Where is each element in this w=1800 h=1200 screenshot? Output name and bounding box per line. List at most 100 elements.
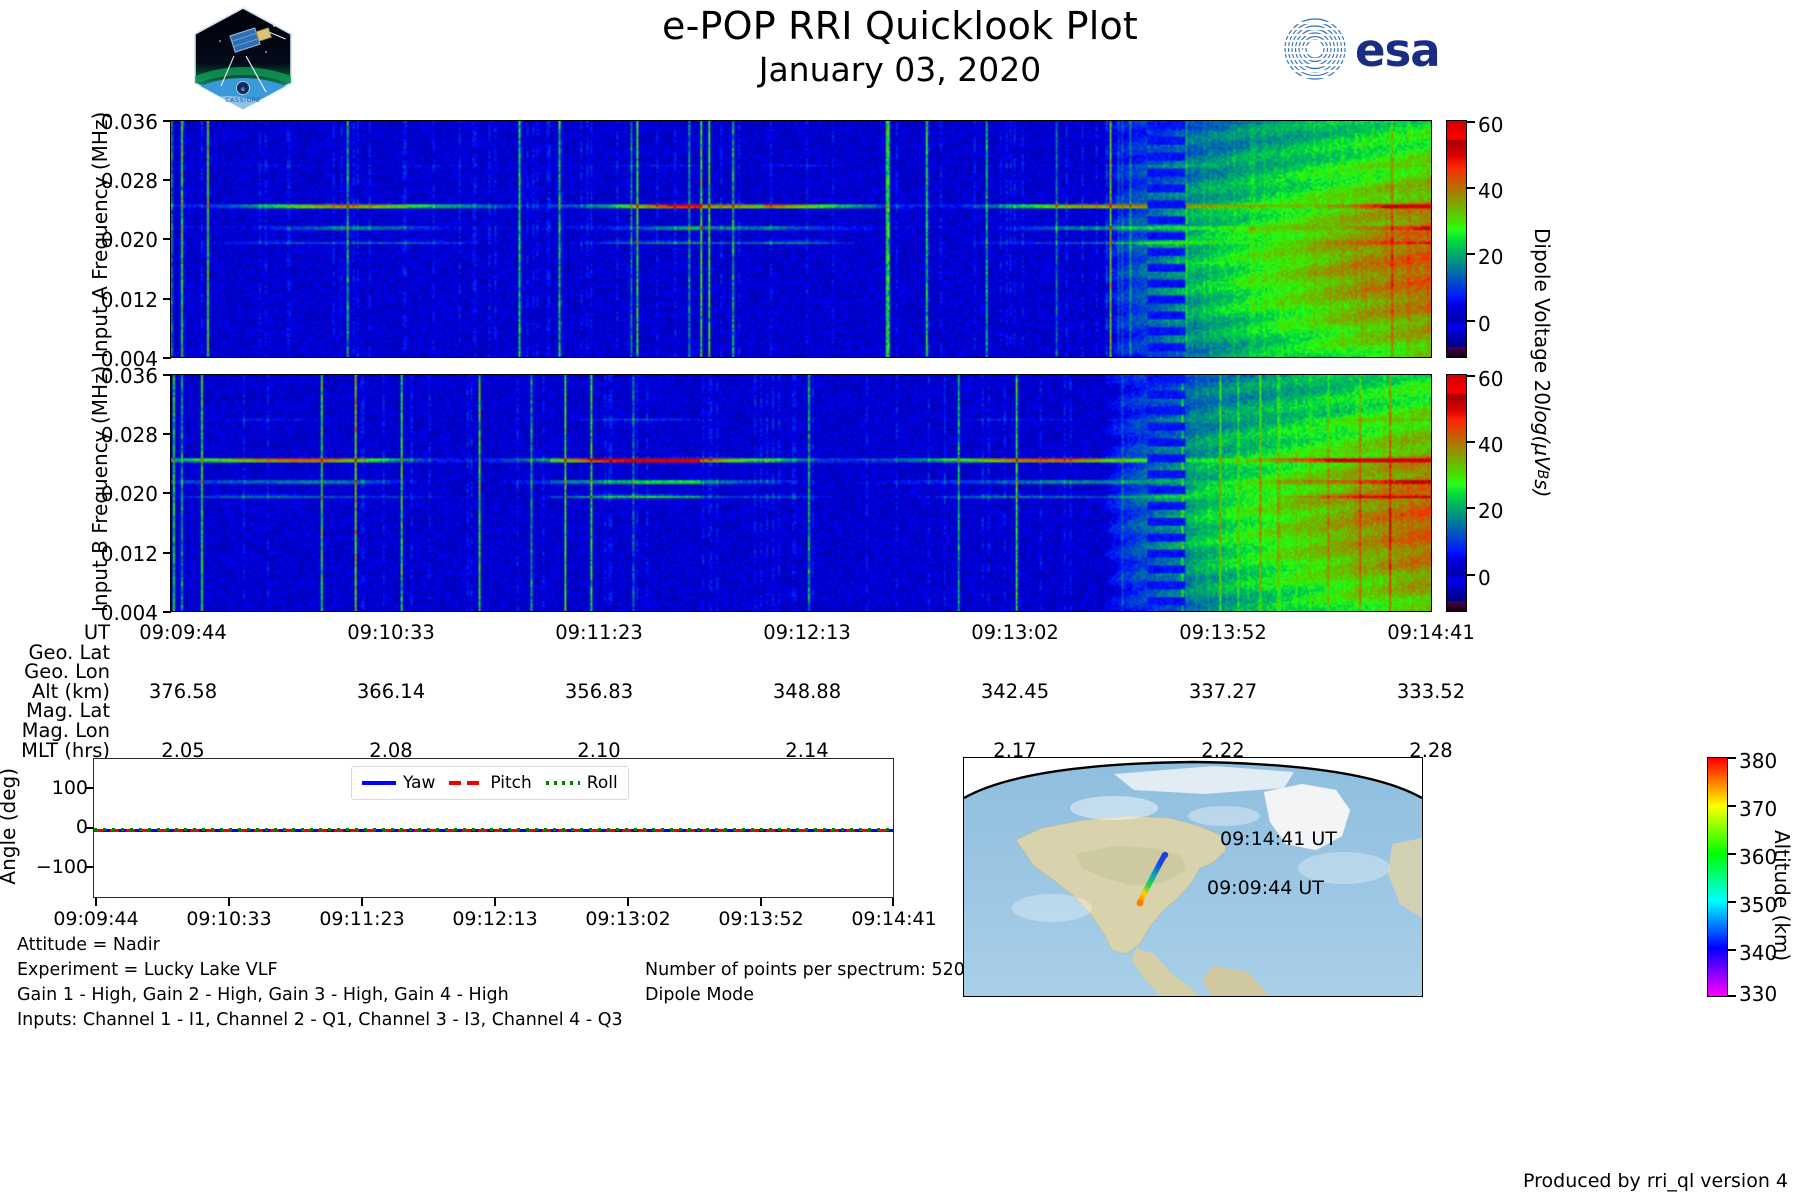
footer-gain: Gain 1 - High, Gain 2 - High, Gain 3 - H… [17, 985, 509, 1005]
spectrogram-b-canvas [171, 375, 1431, 611]
colorbar-b-canvas [1447, 375, 1466, 611]
row-label-ut: UT [83, 621, 110, 644]
esa-logo-text: esa [1355, 24, 1440, 77]
page-title: e-POP RRI Quicklook Plot [661, 4, 1138, 48]
cell-ut-2: 09:11:23 [555, 621, 643, 644]
legend-item-pitch: Pitch [449, 773, 532, 793]
attitude-ytick-1: 0 [75, 816, 88, 838]
footer-inputs: Inputs: Channel 1 - I1, Channel 2 - Q1, … [17, 1010, 623, 1030]
cell-mlt-1: 2.08 [369, 738, 413, 762]
table-row: Geo. Lat [0, 640, 1800, 664]
table-row: UT 09:09:44 09:10:33 09:11:23 09:12:13 0… [0, 621, 1800, 644]
colorbar-a-tick-0: 60 [1478, 113, 1504, 137]
colorbar-b-tick-0: 60 [1478, 367, 1504, 391]
colorbar-a-tick-2: 20 [1478, 245, 1504, 269]
page-subtitle-date: January 03, 2020 [758, 50, 1042, 89]
cell-ut-4: 09:13:02 [971, 621, 1059, 644]
cell-alt-1: 366.14 [356, 679, 426, 703]
attitude-traces [94, 828, 893, 832]
colorbar-b-tick-2: 20 [1478, 499, 1504, 523]
row-label-alt: Alt (km) [31, 679, 110, 703]
panel-a-ytick-4: 0.004 [100, 347, 158, 371]
panel-b-ytick-0: 0.036 [100, 364, 158, 388]
table-row: Geo. Lon [0, 660, 1800, 684]
cell-mlt-0: 2.05 [161, 738, 205, 762]
row-label-mag-lat: Mag. Lat [25, 699, 110, 723]
cell-alt-4: 342.45 [980, 679, 1050, 703]
cell-mlt-4: 2.17 [993, 738, 1037, 762]
spectrogram-a-canvas [171, 121, 1431, 357]
legend-label-yaw: Yaw [403, 773, 436, 793]
table-row: Mag. Lat [0, 699, 1800, 723]
panel-b-ytick-2: 0.020 [100, 482, 158, 506]
footer-mode: Dipole Mode [645, 985, 755, 1005]
attitude-ytick-2: −100 [35, 856, 88, 878]
cassiope-logo: e CASSIOPE [188, 6, 298, 111]
attitude-legend: Yaw Pitch Roll [351, 766, 629, 800]
cell-ut-1: 09:10:33 [347, 621, 435, 644]
footer-experiment: Experiment = Lucky Lake VLF [17, 960, 278, 980]
attitude-xtick-4: 09:13:02 [585, 908, 671, 930]
panel-b-ytick-3: 0.012 [100, 542, 158, 566]
cell-mlt-6: 2.28 [1409, 738, 1453, 762]
cell-ut-6: 09:14:41 [1387, 621, 1475, 644]
cell-ut-0: 09:09:44 [139, 621, 227, 644]
cell-alt-6: 333.52 [1396, 679, 1466, 703]
panel-a-ytick-3: 0.012 [100, 288, 158, 312]
footer-attitude: Attitude = Nadir [17, 935, 160, 955]
colorbar-alt-tick-0: 380 [1739, 749, 1778, 773]
colorbar-a-canvas [1447, 121, 1466, 357]
panel-a-ytick-2: 0.020 [100, 228, 158, 252]
cell-mlt-3: 2.14 [785, 738, 829, 762]
colorbar-alt-tick-1: 370 [1739, 797, 1778, 821]
cell-ut-5: 09:13:52 [1179, 621, 1267, 644]
footer-points: Number of points per spectrum: 5208 [645, 960, 977, 980]
esa-logo: esa [1279, 14, 1475, 84]
colorbar-b-tick-1: 40 [1478, 433, 1504, 457]
table-row: Mag. Lon [0, 718, 1800, 742]
legend-swatch-yaw [362, 781, 396, 785]
legend-label-roll: Roll [586, 773, 618, 793]
panel-b-ytick-1: 0.028 [100, 423, 158, 447]
row-label-mag-lon: Mag. Lon [21, 718, 110, 742]
attitude-xtick-2: 09:11:23 [319, 908, 405, 930]
colorbar-alt-tick-2: 360 [1739, 845, 1778, 869]
colorbar-a-tick-3: 0 [1478, 312, 1491, 336]
spectrogram-input-b [170, 374, 1432, 612]
cassiope-logo-caption: CASSIOPE [225, 97, 261, 104]
cell-mlt-5: 2.22 [1201, 738, 1245, 762]
colorbar-altitude-canvas [1708, 758, 1727, 996]
cell-alt-2: 356.83 [564, 679, 634, 703]
cell-alt-0: 376.58 [148, 679, 218, 703]
colorbar-altitude-label: Altitude (km) [1770, 830, 1794, 962]
spectrogram-input-a [170, 120, 1432, 358]
map-start-time-label: 09:09:44 UT [1207, 877, 1324, 899]
colorbar-spectrogram-a [1446, 120, 1467, 358]
cell-mlt-2: 2.10 [577, 738, 621, 762]
colorbar-a-tick-1: 40 [1478, 179, 1504, 203]
colorbar-alt-tick-3: 350 [1739, 893, 1778, 917]
colorbar-spectrogram-label: Dipole Voltage 20log(µVBs) [1530, 228, 1554, 498]
attitude-xtick-3: 09:12:13 [452, 908, 538, 930]
row-label-mlt: MLT (hrs) [21, 738, 110, 762]
ephemeris-table: UT 09:09:44 09:10:33 09:11:23 09:12:13 0… [0, 621, 1800, 762]
row-label-geo-lat: Geo. Lat [28, 640, 110, 664]
map-end-time-label: 09:14:41 UT [1220, 828, 1337, 850]
colorbar-b-tick-3: 0 [1478, 566, 1491, 590]
cell-alt-5: 337.27 [1188, 679, 1258, 703]
svg-text:e: e [241, 86, 245, 93]
attitude-xtick-6: 09:14:41 [851, 908, 937, 930]
legend-swatch-pitch [449, 781, 484, 785]
legend-label-pitch: Pitch [490, 773, 532, 793]
table-row: MLT (hrs) 2.05 2.08 2.10 2.14 2.17 2.22 … [0, 738, 1800, 762]
colorbar-altitude [1707, 757, 1728, 997]
colorbar-spectrogram-b [1446, 374, 1467, 612]
footer-produced-by: Produced by rri_ql version 4 [1523, 1170, 1788, 1192]
attitude-xtick-0: 09:09:44 [53, 908, 139, 930]
panel-a-ytick-1: 0.028 [100, 169, 158, 193]
colorbar-alt-tick-5: 330 [1739, 982, 1778, 1006]
colorbar-label-text: Dipole Voltage 20 [1530, 228, 1554, 405]
cell-alt-3: 348.88 [772, 679, 842, 703]
legend-item-roll: Roll [545, 773, 618, 793]
row-label-geo-lon: Geo. Lon [24, 660, 110, 684]
